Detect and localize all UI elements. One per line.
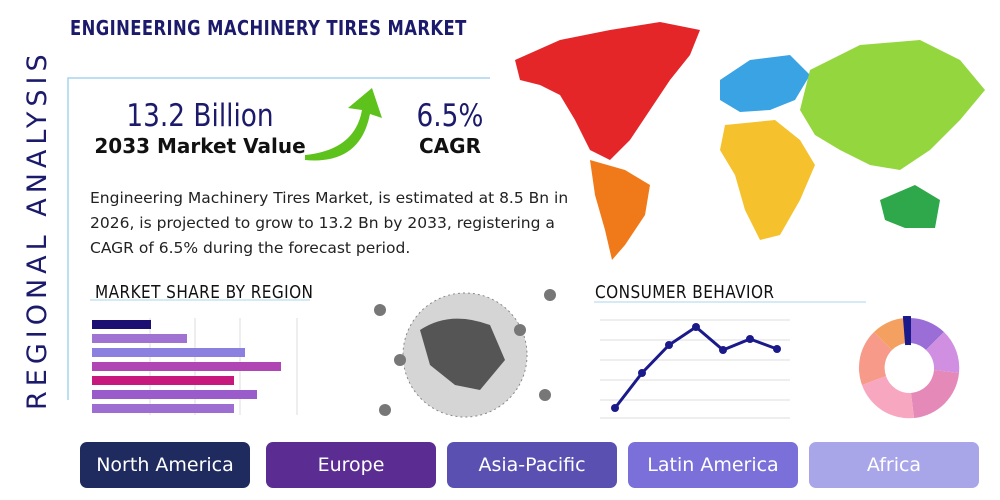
region-button[interactable]: Asia-Pacific bbox=[447, 442, 617, 488]
region-button[interactable]: Africa bbox=[809, 442, 979, 488]
title: ENGINEERING MACHINERY TIRES MARKET bbox=[70, 16, 467, 40]
stat-value: 13.2 Billion bbox=[126, 98, 274, 134]
donut-icon bbox=[858, 315, 960, 419]
world-map bbox=[515, 22, 985, 260]
stat-value: 6.5% bbox=[416, 98, 484, 134]
stat-label: 2033 Market Value bbox=[94, 134, 306, 158]
side-label: REGIONAL ANALYSIS bbox=[22, 49, 53, 410]
section-title: MARKET SHARE BY REGION bbox=[95, 282, 314, 303]
stat: 6.5% CAGR bbox=[395, 98, 505, 158]
section-title: CONSUMER BEHAVIOR bbox=[595, 282, 775, 303]
globe-icon bbox=[374, 289, 556, 418]
stat-label: CAGR bbox=[419, 134, 481, 158]
region-button[interactable]: Latin America bbox=[628, 442, 798, 488]
region-button[interactable]: Europe bbox=[266, 442, 436, 488]
region-button[interactable]: North America bbox=[80, 442, 250, 488]
frame bbox=[67, 77, 490, 400]
description: Engineering Machinery Tires Market, is e… bbox=[90, 189, 569, 257]
stat: 13.2 Billion 2033 Market Value bbox=[90, 98, 310, 158]
bar-icon bbox=[92, 318, 298, 415]
growth-arrow bbox=[305, 88, 382, 161]
line-icon bbox=[600, 319, 790, 419]
